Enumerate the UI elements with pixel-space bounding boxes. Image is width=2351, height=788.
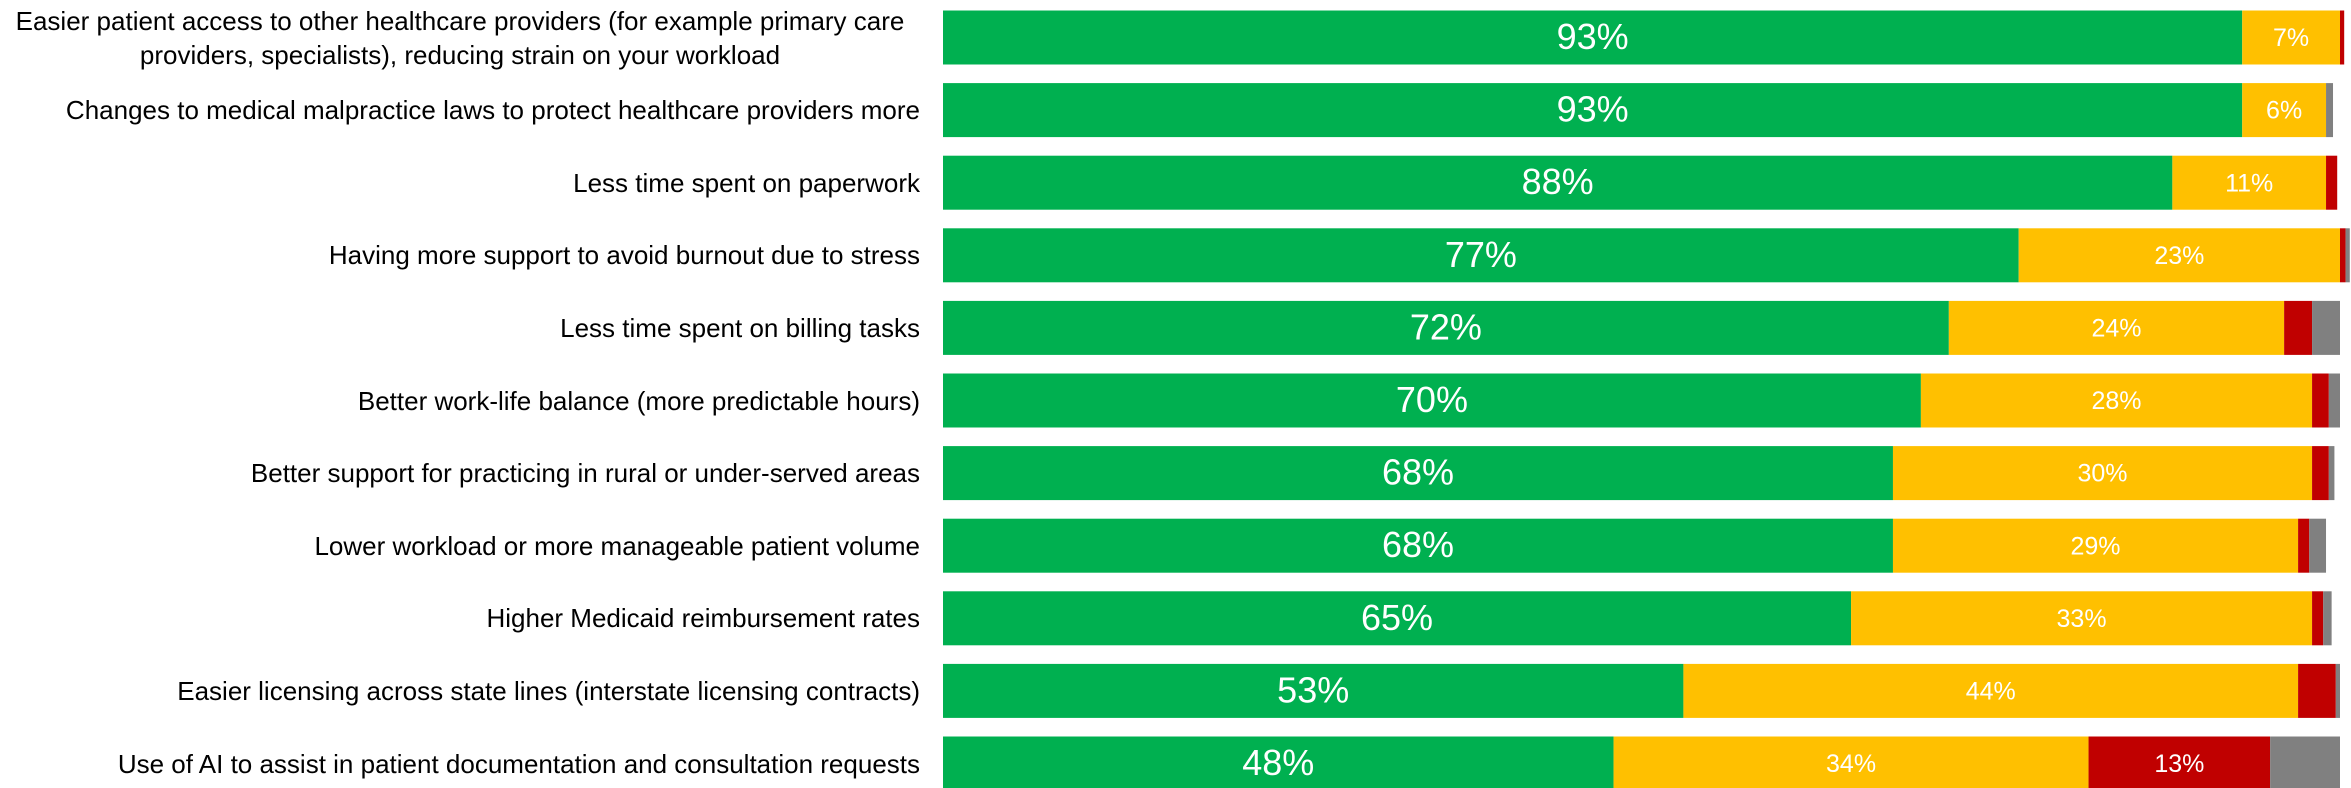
bar-segment (2335, 663, 2340, 718)
category-label: Easier patient access to other healthcar… (15, 5, 905, 70)
bar-segment (1920, 373, 2313, 428)
category-label: Better work-life balance (more predictab… (357, 385, 920, 416)
category-label-row: Higher Medicaid reimbursement rates (0, 582, 925, 654)
bar-segment (2312, 373, 2329, 428)
category-label-row: Better work-life balance (more predictab… (0, 365, 925, 437)
bar-segment (2340, 10, 2345, 65)
bar-segment (2340, 228, 2346, 283)
category-label-row: Less time spent on billing tasks (0, 292, 925, 364)
bar-segment (2242, 83, 2327, 138)
category-label: Having more support to avoid burnout due… (328, 240, 920, 271)
value-label: 88% (1522, 161, 1594, 202)
bar-segment (943, 591, 1852, 646)
category-label-row: Having more support to avoid burnout due… (0, 219, 925, 291)
category-label: Higher Medicaid reimbursement rates (486, 603, 920, 634)
bar-segment (943, 300, 1949, 355)
bar-segment (2270, 736, 2340, 788)
bar-segment (2284, 300, 2313, 355)
value-label: 65% (1361, 597, 1433, 638)
value-label: 33% (2057, 605, 2107, 633)
bar-segment (2328, 373, 2340, 428)
bar-segment (943, 518, 1893, 573)
value-label: 29% (2071, 532, 2121, 560)
bar-segment (943, 228, 2019, 283)
value-label: 93% (1557, 16, 1629, 57)
category-label-row: Less time spent on paperwork (0, 147, 925, 219)
bar-segment (1892, 446, 2313, 501)
bar-segment (1892, 518, 2299, 573)
value-label: 93% (1557, 89, 1629, 130)
value-label: 13% (2154, 750, 2204, 778)
category-label-box: Less time spent on paperwork (0, 147, 925, 219)
bar-segment (2323, 591, 2332, 646)
bar-segment (2242, 10, 2340, 65)
bar-segment (943, 446, 1893, 501)
bar-segment (943, 373, 1921, 428)
category-label: Lower workload or more manageable patien… (314, 530, 920, 561)
category-label-row: Easier patient access to other healthcar… (0, 2, 925, 74)
bar-segment (2328, 446, 2335, 501)
bar-segment (2298, 663, 2336, 718)
category-label: Less time spent on billing tasks (560, 312, 920, 343)
bar-segment (2312, 300, 2340, 355)
bar-segment (2088, 736, 2271, 788)
category-label-box: Having more support to avoid burnout due… (0, 219, 925, 291)
value-label: 72% (1410, 306, 1482, 347)
value-label: 30% (2077, 460, 2127, 488)
bar-segment (1683, 663, 2299, 718)
category-label-row: Use of AI to assist in patient documenta… (0, 728, 925, 788)
value-label: 24% (2091, 315, 2141, 343)
bar-segment (2326, 83, 2334, 138)
bar-segment (943, 10, 2243, 65)
bar-segment (943, 155, 2173, 210)
value-label: 68% (1382, 452, 1454, 493)
bar-segment (943, 736, 1614, 788)
category-label-box: Easier patient access to other healthcar… (0, 2, 925, 74)
bar-segment (1851, 591, 2313, 646)
value-label: 44% (1966, 678, 2016, 706)
category-label-box: Use of AI to assist in patient documenta… (0, 728, 925, 788)
category-label-row: Lower workload or more manageable patien… (0, 510, 925, 582)
value-label: 34% (1826, 750, 1876, 778)
value-label: 70% (1396, 379, 1468, 420)
value-label: 23% (2154, 242, 2204, 270)
category-label-box: Less time spent on billing tasks (0, 292, 925, 364)
category-label: Changes to medical malpractice laws to p… (65, 95, 920, 126)
bar-segment (2312, 591, 2324, 646)
bar-segment (943, 83, 2243, 138)
category-label-box: Better work-life balance (more predictab… (0, 365, 925, 437)
bar-segment (2298, 518, 2310, 573)
category-label-box: Higher Medicaid reimbursement rates (0, 582, 925, 654)
bar-segment (2312, 446, 2329, 501)
value-label: 7% (2273, 24, 2309, 52)
category-label-box: Changes to medical malpractice laws to p… (0, 74, 925, 146)
value-label: 53% (1277, 669, 1349, 710)
category-label: Less time spent on paperwork (573, 167, 920, 198)
bar-segment (2018, 228, 2340, 283)
category-label-row: Easier licensing across state lines (int… (0, 655, 925, 727)
category-label: Easier licensing across state lines (int… (177, 675, 920, 706)
bar-segment (2326, 155, 2338, 210)
value-label: 68% (1382, 524, 1454, 565)
bar-segment (2345, 228, 2350, 283)
value-label: 77% (1445, 234, 1517, 275)
category-label-row: Better support for practicing in rural o… (0, 437, 925, 509)
bar-segment (1613, 736, 2089, 788)
bar-segment (2309, 518, 2327, 573)
category-label: Use of AI to assist in patient documenta… (117, 748, 920, 779)
category-label-row: Changes to medical malpractice laws to p… (0, 74, 925, 146)
value-label: 48% (1242, 742, 1314, 783)
bar-segment (2172, 155, 2327, 210)
category-label: Better support for practicing in rural o… (250, 458, 920, 489)
category-label-box: Better support for practicing in rural o… (0, 437, 925, 509)
value-label: 11% (2225, 169, 2273, 197)
value-label: 6% (2266, 97, 2302, 125)
value-label: 28% (2091, 387, 2141, 415)
bar-segment (943, 663, 1684, 718)
category-label-box: Easier licensing across state lines (int… (0, 655, 925, 727)
bar-segment (1948, 300, 2285, 355)
category-label-box: Lower workload or more manageable patien… (0, 510, 925, 582)
